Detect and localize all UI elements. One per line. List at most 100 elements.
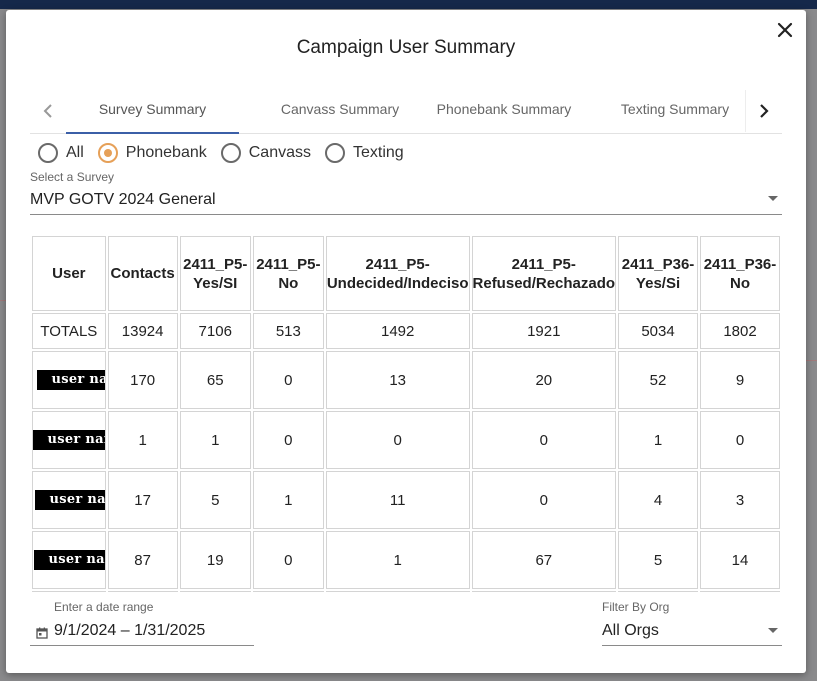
table-cell: 4: [618, 471, 698, 529]
redacted-user-name: user name: [34, 550, 105, 570]
table-cell: [107, 591, 178, 592]
radio-label: Canvass: [248, 144, 311, 161]
survey-select-label: Select a Survey: [30, 170, 115, 184]
table-cell: 20: [471, 351, 617, 409]
table-cell: [700, 591, 780, 592]
radio-label: All: [66, 144, 84, 161]
radio-circle: [220, 143, 241, 163]
table-cell: 52: [618, 351, 698, 409]
app-header-bar: [0, 0, 817, 9]
radio-label: Phonebank: [125, 144, 207, 161]
redacted-user-name: user name: [37, 370, 105, 390]
radio-circle: [325, 143, 345, 163]
table-cell: 0: [325, 411, 470, 469]
tab-phonebank-summary[interactable]: Phonebank Summary: [436, 101, 572, 117]
table-cell: 1: [252, 471, 324, 529]
column-header[interactable]: 2411_P5-No: [252, 236, 324, 311]
totals-cell: 7106: [179, 313, 251, 349]
table-cell: 9: [700, 351, 780, 409]
column-header[interactable]: 2411_P36-Yes/Si: [618, 236, 698, 311]
table-row: user name 1 1 0 0 0 1 0: [32, 411, 780, 469]
column-header[interactable]: User: [32, 236, 106, 311]
tabs-scroll-right-button[interactable]: [745, 90, 782, 132]
totals-cell: 5034: [618, 313, 698, 349]
table-cell: 0: [252, 351, 324, 409]
redacted-user-name: user name: [33, 430, 105, 450]
table-cell: 13: [325, 351, 470, 409]
user-cell: user name: [32, 351, 106, 409]
column-header[interactable]: 2411_P36-No: [700, 236, 780, 311]
table-cell: 0: [471, 411, 617, 469]
table-cell: 14: [700, 531, 780, 589]
column-header[interactable]: 2411_P5-Refused/Rechazado: [471, 236, 617, 311]
table-cell: 1: [107, 411, 178, 469]
column-header[interactable]: 2411_P5-Undecided/Indeciso: [325, 236, 470, 311]
map-line: [806, 360, 817, 361]
radio-canvass[interactable]: Canvass: [220, 141, 311, 165]
totals-cell: 1921: [471, 313, 617, 349]
radio-phonebank[interactable]: Phonebank: [97, 141, 207, 165]
totals-cell: TOTALS: [32, 313, 106, 349]
radio-circle: [38, 143, 58, 163]
chevron-right-icon: [760, 104, 769, 118]
table-cell: [252, 591, 324, 592]
table-row: user name 170 65 0 13 20 52 9: [32, 351, 780, 409]
user-summary-table-container[interactable]: User Contacts 2411_P5-Yes/SI 2411_P5-No …: [30, 234, 782, 592]
radio-all[interactable]: All: [38, 141, 84, 165]
table-cell: 17: [107, 471, 178, 529]
tabs-scroll-left-button[interactable]: [30, 90, 66, 132]
table-cell: 3: [700, 471, 780, 529]
tab-survey-summary[interactable]: Survey Summary: [66, 90, 239, 134]
table-cell: 0: [252, 531, 324, 589]
contact-type-filter: All Phonebank Canvass Texting: [38, 141, 418, 165]
radio-circle-checked: [97, 143, 118, 163]
table-cell: [32, 591, 106, 592]
table-cell: 1: [618, 411, 698, 469]
table-cell: 170: [107, 351, 178, 409]
table-cell: 67: [471, 531, 617, 589]
date-range-field[interactable]: Enter a date range 9/1/2024 – 1/31/2025: [30, 600, 254, 646]
table-cell: 11: [325, 471, 470, 529]
filter-by-org-select[interactable]: Filter By Org All Orgs: [602, 600, 782, 646]
column-header[interactable]: Contacts: [107, 236, 178, 311]
survey-select[interactable]: Select a Survey MVP GOTV 2024 General: [30, 170, 782, 215]
table-cell: [618, 591, 698, 592]
survey-select-value: MVP GOTV 2024 General: [30, 191, 216, 208]
table-header-row: User Contacts 2411_P5-Yes/SI 2411_P5-No …: [32, 236, 780, 311]
table-cell: [179, 591, 251, 592]
tab-canvass-summary[interactable]: Canvass Summary: [280, 101, 400, 117]
redacted-user-name: user name: [35, 490, 105, 510]
chevron-down-icon: [768, 628, 778, 633]
table-cell: 0: [700, 411, 780, 469]
table-cell: 65: [179, 351, 251, 409]
tab-texting-summary[interactable]: Texting Summary: [620, 101, 730, 117]
totals-row: TOTALS 13924 7106 513 1492 1921 5034 180…: [32, 313, 780, 349]
table-row: [32, 591, 780, 592]
calendar-icon[interactable]: [36, 627, 48, 639]
table-cell: 1: [325, 531, 470, 589]
date-range-input[interactable]: 9/1/2024 – 1/31/2025: [54, 622, 206, 639]
chevron-down-icon: [768, 196, 778, 201]
table-cell: [325, 591, 470, 592]
user-summary-table: User Contacts 2411_P5-Yes/SI 2411_P5-No …: [30, 234, 782, 592]
filter-by-org-value: All Orgs: [602, 622, 659, 639]
user-cell: user name: [32, 531, 106, 589]
totals-cell: 13924: [107, 313, 178, 349]
chevron-left-icon: [43, 104, 52, 118]
table-cell: 5: [179, 471, 251, 529]
close-icon: [777, 22, 793, 38]
dialog-title: Campaign User Summary: [296, 37, 516, 58]
radio-texting[interactable]: Texting: [325, 141, 404, 165]
filter-by-org-label: Filter By Org: [602, 600, 670, 614]
totals-cell: 1802: [700, 313, 780, 349]
column-header[interactable]: 2411_P5-Yes/SI: [179, 236, 251, 311]
table-cell: [471, 591, 617, 592]
table-row: user name 87 19 0 1 67 5 14: [32, 531, 780, 589]
date-range-label: Enter a date range: [54, 600, 154, 614]
table-cell: 0: [471, 471, 617, 529]
close-button[interactable]: [774, 19, 796, 41]
map-line: [0, 300, 6, 301]
table-cell: 19: [179, 531, 251, 589]
user-cell: user name: [32, 411, 106, 469]
totals-cell: 1492: [325, 313, 470, 349]
